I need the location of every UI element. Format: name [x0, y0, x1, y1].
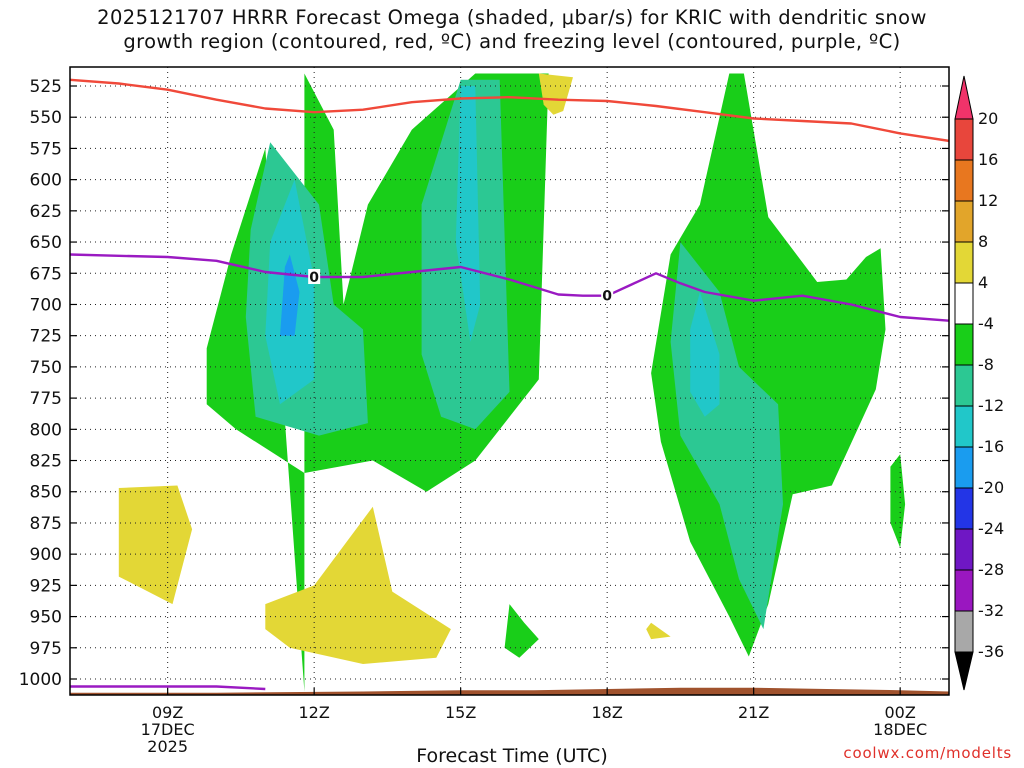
x-tick-label-09Z-0: 09Z [152, 703, 183, 722]
colorbar-label-6: -8 [978, 355, 994, 374]
freezing-label-bg-1 [601, 287, 614, 303]
watermark: coolwx.com/modelts [843, 744, 1012, 762]
omega-region-11 [118, 485, 193, 605]
x-tick-label-09Z-1: 17DEC [141, 720, 195, 739]
omega-region-8 [455, 86, 481, 342]
colorbar-segment-12 [954, 569, 974, 612]
y-tick-label-800: 800 [30, 420, 62, 440]
colorbar-segment-5 [954, 282, 974, 325]
y-tick-label-575: 575 [30, 139, 62, 159]
y-tick-label-725: 725 [30, 327, 62, 347]
omega-region-2 [504, 604, 539, 658]
colorbar-segment-6 [954, 323, 974, 366]
chart-title-line-2: growth region (contoured, red, ºC) and f… [123, 30, 901, 53]
colorbar-label-2: 12 [978, 191, 998, 210]
colorbar-segment-11 [954, 528, 974, 571]
y-tick-label-775: 775 [30, 389, 62, 409]
colorbar-label-5: -4 [978, 314, 994, 333]
colorbar-label-13: -36 [978, 642, 1004, 661]
colorbar-label-8: -16 [978, 437, 1004, 456]
colorbar-label-9: -20 [978, 478, 1004, 497]
freezing-contour-label-0: 0 [309, 270, 319, 286]
colorbar-top-arrow [954, 75, 974, 120]
colorbar-segment-1 [954, 118, 974, 161]
colorbar-segment-2 [954, 159, 974, 202]
colorbar-label-3: 8 [978, 232, 988, 251]
colorbar-label-10: -24 [978, 519, 1004, 538]
omega-region-3 [890, 454, 906, 548]
y-tick-label-650: 650 [30, 233, 62, 253]
omega-region-14 [646, 622, 671, 640]
colorbar-label-12: -32 [978, 601, 1004, 620]
freezing-contour-label-1: 0 [602, 289, 612, 305]
colorbar-segment-4 [954, 241, 974, 284]
y-tick-label-875: 875 [30, 514, 62, 534]
plot-area: 00 [70, 67, 949, 695]
omega-region-1 [651, 73, 886, 657]
colorbar-segment-13 [954, 610, 974, 653]
colorbar-segment-10 [954, 487, 974, 530]
y-tick-label-925: 925 [30, 576, 62, 596]
x-tick-label-15Z-0: 15Z [445, 703, 476, 722]
surface-freezing-line [70, 685, 266, 691]
y-tick-label-900: 900 [30, 545, 62, 565]
y-tick-label-550: 550 [30, 108, 62, 128]
x-tick-label-00Z-0: 00Z [885, 703, 916, 722]
colorbar-segment-8 [954, 405, 974, 448]
y-tick-label-950: 950 [30, 608, 62, 628]
colorbar-label-0: 20 [978, 109, 998, 128]
colorbar-label-4: 4 [978, 273, 988, 292]
colorbar-label-11: -28 [978, 560, 1004, 579]
freezing-level-line [70, 253, 949, 322]
terrain-surface [70, 687, 949, 695]
chart-title-line-1: 2025121707 HRRR Forecast Omega (shaded, … [97, 6, 927, 29]
dgz-contour-line [70, 78, 949, 143]
y-tick-label-850: 850 [30, 483, 62, 503]
colorbar-segment-7 [954, 364, 974, 407]
omega-region-9 [690, 292, 720, 417]
colorbar-segment-3 [954, 200, 974, 243]
colorbar-segment-9 [954, 446, 974, 489]
y-tick-label-700: 700 [30, 295, 62, 315]
y-tick-label-1000: 1000 [19, 670, 62, 690]
x-tick-label-09Z-2: 2025 [147, 737, 188, 756]
omega-region-13 [538, 73, 573, 115]
y-tick-label-750: 750 [30, 358, 62, 378]
x-axis-label: Forecast Time (UTC) [416, 745, 608, 767]
x-tick-label-12Z-0: 12Z [299, 703, 330, 722]
plot-frame [69, 66, 950, 696]
omega-region-12 [265, 506, 451, 664]
colorbar-bottom-arrow [954, 651, 974, 691]
y-tick-label-675: 675 [30, 264, 62, 284]
y-tick-label-975: 975 [30, 639, 62, 659]
y-tick-label-625: 625 [30, 202, 62, 222]
y-tick-label-525: 525 [30, 77, 62, 97]
y-tick-label-600: 600 [30, 171, 62, 191]
colorbar-label-1: 16 [978, 150, 998, 169]
y-tick-label-825: 825 [30, 452, 62, 472]
colorbar-label-7: -12 [978, 396, 1004, 415]
x-tick-label-21Z-0: 21Z [738, 703, 769, 722]
x-tick-label-18Z-0: 18Z [592, 703, 623, 722]
freezing-label-bg-0 [308, 269, 321, 285]
x-tick-label-00Z-1: 18DEC [873, 720, 927, 739]
